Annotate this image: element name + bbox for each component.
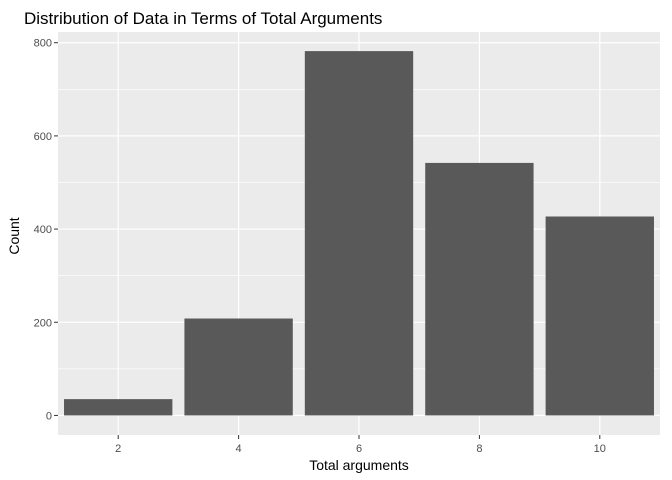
y-tick-label: 600 [34,131,52,143]
bar-4 [184,318,293,416]
x-axis-title: Total arguments [309,457,409,473]
bars [64,51,654,416]
bar-10 [545,216,654,416]
bar-8 [425,162,534,416]
y-tick-label: 200 [34,317,52,329]
y-tick-label: 400 [34,224,52,236]
y-tick-label: 800 [34,38,52,50]
x-axis: 2 4 6 8 10 [115,435,606,455]
bar-6 [304,51,414,416]
x-tick-label: 2 [115,443,121,455]
x-tick-label: 6 [356,443,362,455]
x-tick-label: 8 [476,443,482,455]
x-tick-label: 4 [236,443,242,455]
x-tick-label: 10 [594,443,606,455]
y-tick-label: 0 [46,410,52,422]
y-axis-title: Count [6,217,22,254]
bar-2 [64,399,173,416]
chart-title: Distribution of Data in Terms of Total A… [24,9,382,28]
y-axis: 0 200 400 600 800 [34,38,58,422]
